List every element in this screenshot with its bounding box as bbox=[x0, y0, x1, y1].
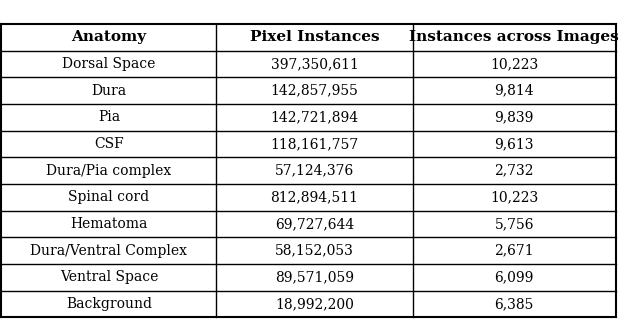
Text: Dorsal Space: Dorsal Space bbox=[62, 57, 156, 71]
Text: 812,894,511: 812,894,511 bbox=[271, 190, 358, 204]
Text: 6,385: 6,385 bbox=[495, 297, 534, 311]
Text: 18,992,200: 18,992,200 bbox=[275, 297, 354, 311]
Text: 9,814: 9,814 bbox=[495, 84, 534, 98]
Text: 89,571,059: 89,571,059 bbox=[275, 270, 354, 284]
Text: Pia: Pia bbox=[98, 110, 120, 124]
Text: 58,152,053: 58,152,053 bbox=[275, 243, 354, 257]
Text: 10,223: 10,223 bbox=[490, 190, 538, 204]
Text: 142,857,955: 142,857,955 bbox=[271, 84, 358, 98]
Text: Dura: Dura bbox=[92, 84, 127, 98]
Text: 9,613: 9,613 bbox=[495, 137, 534, 151]
Text: CSF: CSF bbox=[94, 137, 124, 151]
Text: 9,839: 9,839 bbox=[495, 110, 534, 124]
Text: Pixel Instances: Pixel Instances bbox=[250, 30, 380, 44]
Text: Dura/Pia complex: Dura/Pia complex bbox=[46, 163, 172, 177]
Text: 2,671: 2,671 bbox=[495, 243, 534, 257]
Text: 142,721,894: 142,721,894 bbox=[271, 110, 358, 124]
Text: 118,161,757: 118,161,757 bbox=[271, 137, 359, 151]
Text: 6,099: 6,099 bbox=[495, 270, 534, 284]
Text: 57,124,376: 57,124,376 bbox=[275, 163, 355, 177]
Text: Background: Background bbox=[66, 297, 152, 311]
Text: 69,727,644: 69,727,644 bbox=[275, 217, 355, 231]
Text: 10,223: 10,223 bbox=[490, 57, 538, 71]
Text: 2,732: 2,732 bbox=[495, 163, 534, 177]
Text: 397,350,611: 397,350,611 bbox=[271, 57, 358, 71]
Text: Instances across Images: Instances across Images bbox=[410, 30, 619, 44]
Text: Hematoma: Hematoma bbox=[70, 217, 148, 231]
Text: Spinal cord: Spinal cord bbox=[68, 190, 149, 204]
Text: Dura/Ventral Complex: Dura/Ventral Complex bbox=[30, 243, 188, 257]
Text: 5,756: 5,756 bbox=[495, 217, 534, 231]
Text: Ventral Space: Ventral Space bbox=[60, 270, 158, 284]
Text: Anatomy: Anatomy bbox=[71, 30, 147, 44]
